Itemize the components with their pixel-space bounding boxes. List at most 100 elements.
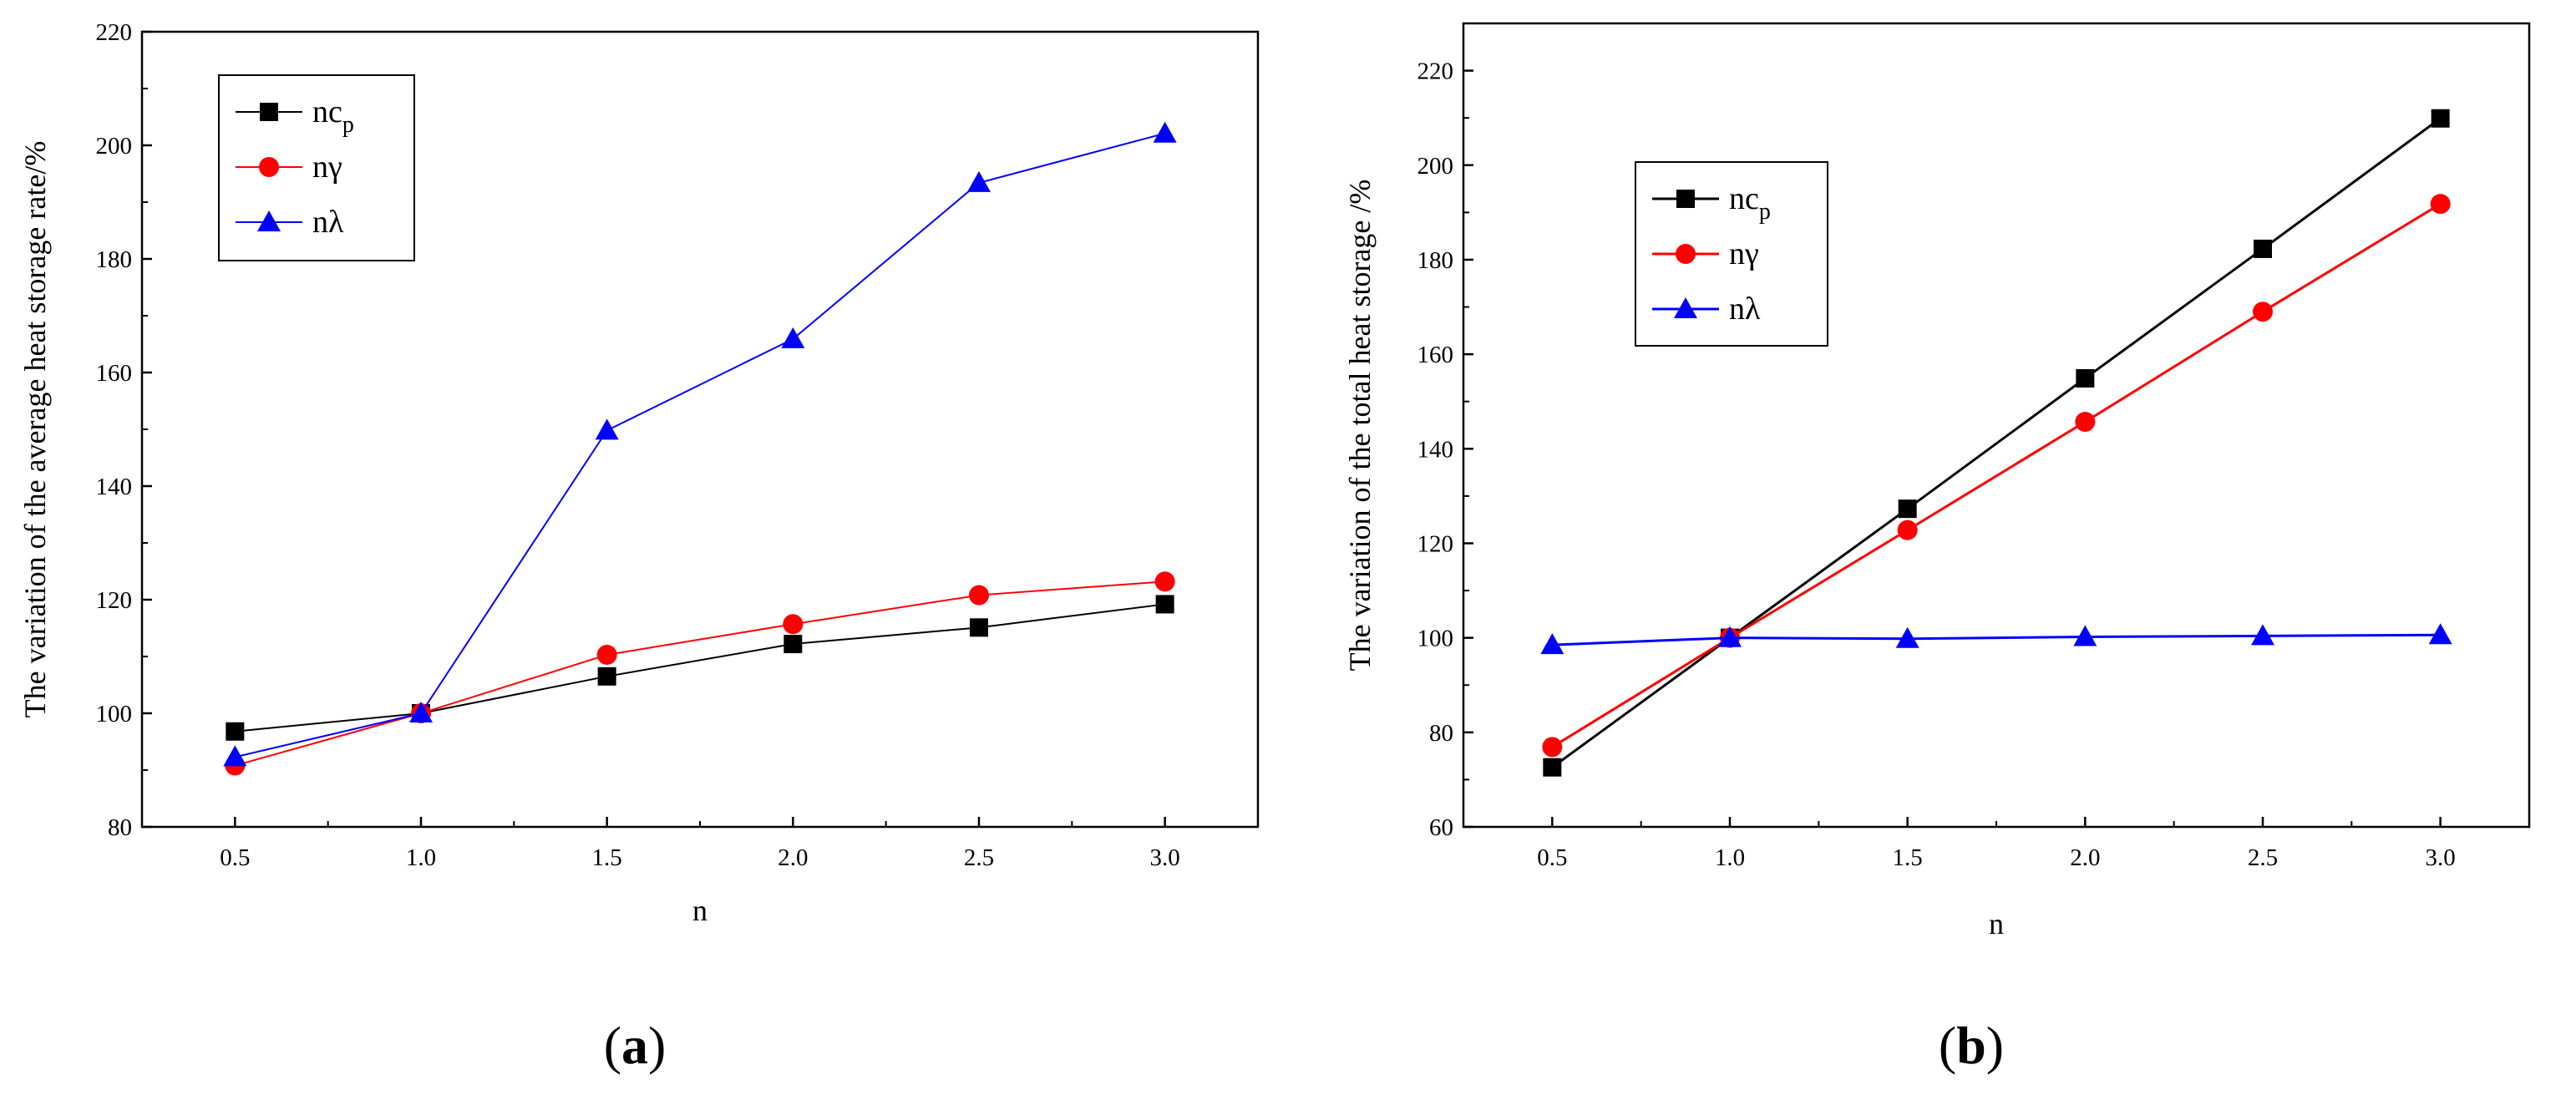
x-tick-label: 2.0 [2070,844,2100,871]
data-point [1540,633,1564,655]
x-tick-label: 1.0 [1715,844,1745,871]
y-tick-label: 160 [96,360,133,387]
panel-label-open: ( [604,1016,621,1075]
y-tick-label: 140 [1417,436,1454,463]
y-tick-label: 160 [1417,342,1454,368]
x-axis-title: n [692,894,707,927]
series-1 [225,571,1175,776]
y-tick-label: 120 [1417,530,1454,557]
y-axis-title: The variation of the total heat storage … [1343,180,1377,672]
data-point [1897,520,1918,540]
x-tick-label: 1.0 [406,844,436,871]
x-tick-label: 0.5 [220,844,250,871]
y-tick-label: 80 [1429,720,1453,747]
y-tick-label: 60 [1429,814,1453,841]
series-line [1551,117,2442,768]
legend-subscript: p [1759,199,1771,225]
legend-name: nγ [1729,236,1759,271]
data-point [783,614,804,635]
legend-item: nγ [236,150,342,185]
panel-label-close: ) [648,1016,666,1075]
data-point [226,722,245,741]
legend-subscript: p [342,112,354,138]
legend-marker [260,103,278,121]
data-point [2073,625,2097,646]
legend-marker [257,210,281,231]
legend-item: nγ [1652,236,1759,271]
x-tick-label: 2.0 [778,844,808,871]
legend-name: nλ [1729,291,1761,327]
legend-item: ncp [236,94,354,138]
data-point [409,702,433,722]
y-tick-label: 200 [1417,153,1454,180]
x-tick-label: 1.5 [1893,844,1923,871]
y-tick-label: 180 [1417,247,1454,274]
y-tick-label: 140 [96,474,133,500]
data-point [2430,194,2451,215]
data-point [2254,239,2272,258]
data-point [595,418,619,440]
panel-label-open: ( [1939,1016,1956,1075]
data-point [2428,623,2452,645]
data-point [596,644,617,665]
series-line [235,580,1165,767]
data-point [597,667,616,686]
data-point [223,745,247,767]
legend-name: nc [1729,181,1759,216]
x-tick-label: 3.0 [2426,844,2456,871]
y-tick-label: 100 [1417,626,1454,652]
panel-label-letter: b [1956,1016,1986,1075]
legend-marker [1676,244,1696,264]
data-point [1543,758,1562,777]
legend-label: ncp [1729,181,1771,225]
legend-item: nλ [1652,291,1761,327]
y-tick-label: 220 [96,19,133,46]
y-tick-label: 180 [96,246,133,273]
x-tick-label: 3.0 [1150,844,1180,871]
data-point [970,618,988,637]
x-tick-label: 2.5 [2248,844,2278,871]
data-point [1542,737,1563,758]
series-line [235,132,1165,758]
series-line [235,603,1165,732]
panel-label-letter: a [621,1016,648,1075]
panel-label-close: ) [1986,1016,2004,1075]
data-point [1718,626,1742,647]
data-point [781,327,805,348]
x-tick-label: 2.5 [964,844,994,871]
panel-label: (b) [1939,1016,2004,1075]
series-2 [1540,623,2452,655]
y-axis-title: The variation of the average heat storag… [18,141,52,718]
data-point [1154,571,1175,592]
x-tick-label: 1.5 [592,844,622,871]
legend-name: nλ [312,205,344,240]
series-line [1551,202,2442,748]
legend-label: nγ [312,150,342,185]
x-axis-title: n [1989,907,2004,940]
legend-item: nλ [236,205,344,240]
legend-label: nλ [1729,291,1761,327]
y-tick-label: 220 [1417,58,1454,85]
series-line [1552,633,2441,646]
data-point [1155,595,1174,614]
y-tick-label: 200 [96,133,133,160]
legend-marker [1676,190,1695,208]
chart-panel-b: 60 80 100 120 140 160 180 200 220 0.5 1.0 1.5 2.0 2.5… [1343,22,2531,1075]
data-point [2076,368,2095,388]
panel-label: (a) [604,1016,667,1075]
x-tick-label: 0.5 [1537,844,1567,871]
legend-label: nλ [312,205,344,240]
chart-panel-a: 80 100 120 140 160 180 200 220 0.5 1.0 1.5 2.0 2.5 3.… [18,19,1260,1075]
plot-frame [1462,22,2531,829]
data-point [1895,626,1919,648]
data-point [969,585,989,606]
series-2 [223,121,1177,767]
legend-item: ncp [1652,181,1771,225]
legend-name: nc [312,94,342,129]
data-point [967,170,991,192]
legend-marker [1674,297,1697,318]
y-tick-label: 120 [96,587,133,614]
data-point [783,635,803,654]
